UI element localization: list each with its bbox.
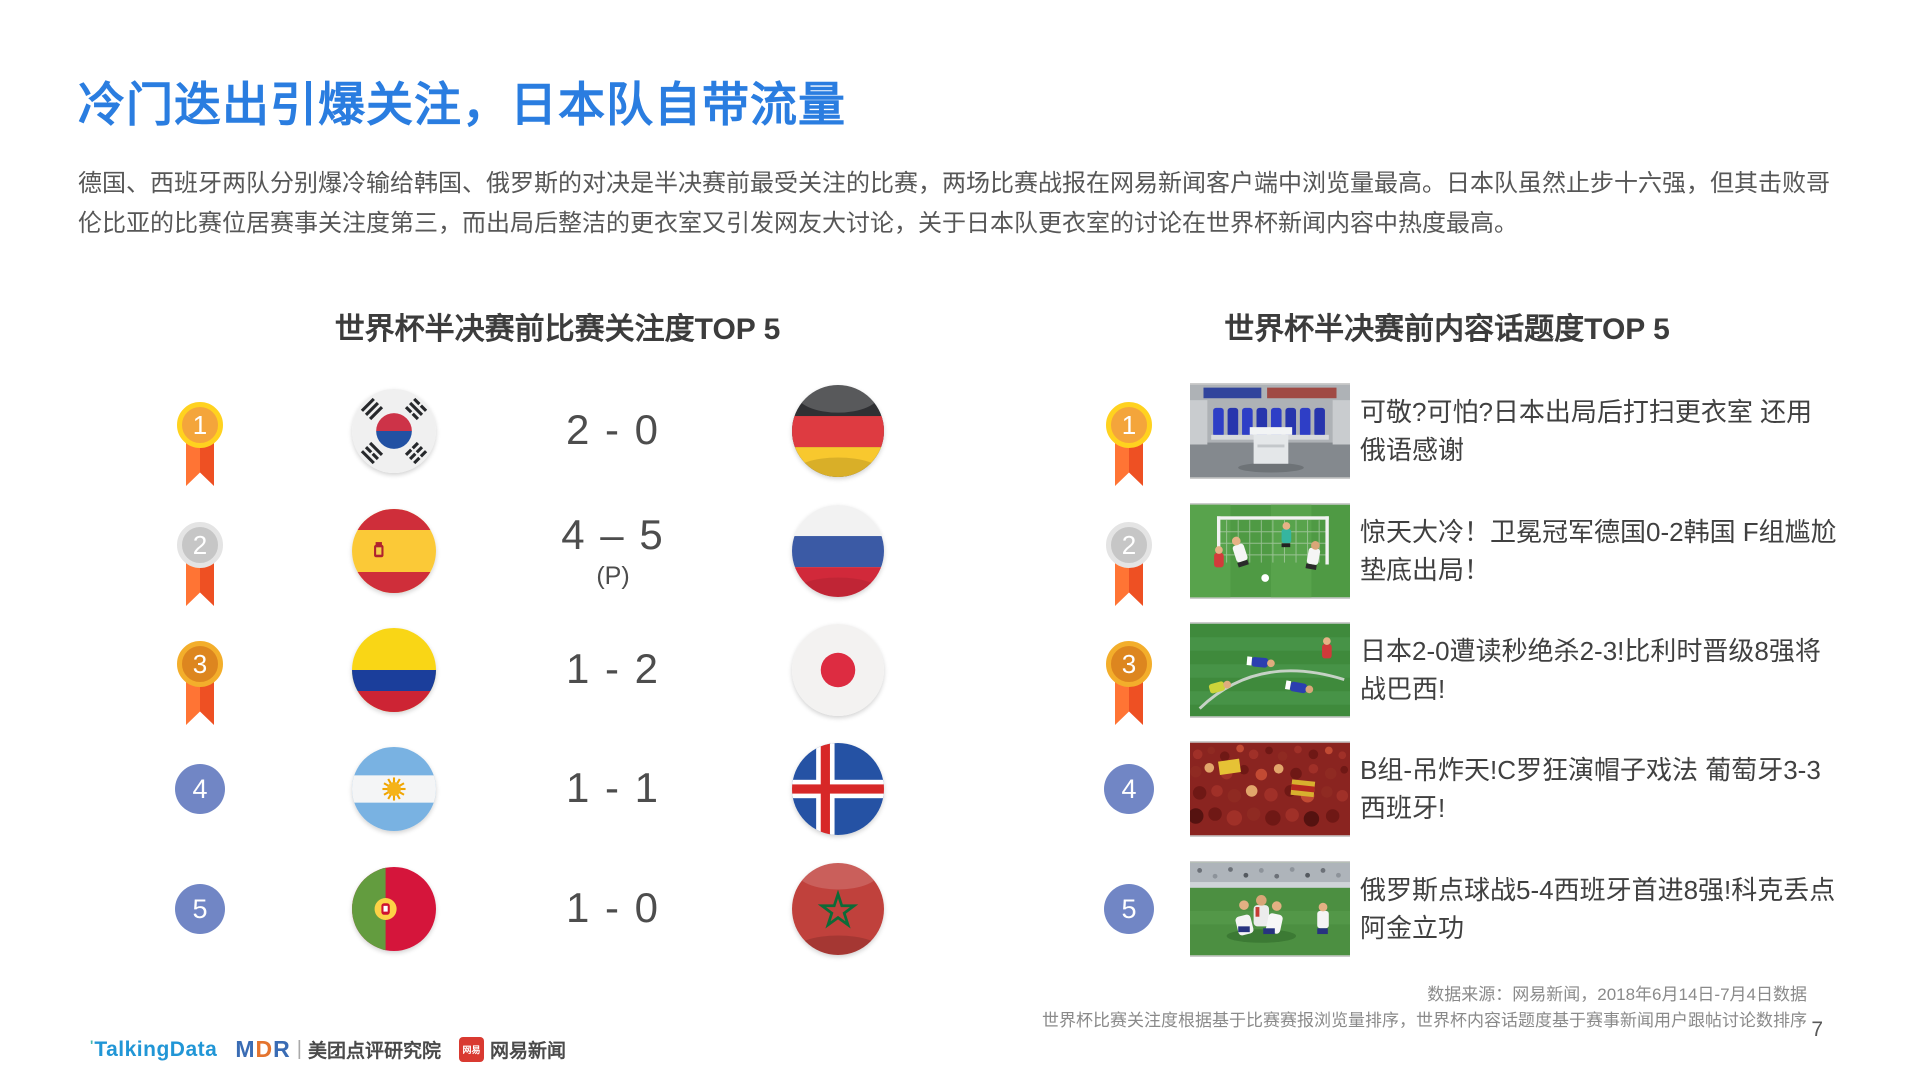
news-row-4: 4 B组-吊炸天!C罗狂演帽子戏法 葡萄牙3-3西班牙! bbox=[1095, 727, 1895, 851]
match-row-2: 2 4 – 5 (P) bbox=[130, 489, 950, 613]
rank-number: 3 bbox=[1106, 641, 1152, 687]
flag-iceland-icon bbox=[792, 743, 884, 835]
flag-colombia-icon bbox=[352, 628, 436, 712]
match-panel-heading: 世界杯半决赛前比赛关注度TOP 5 bbox=[334, 313, 781, 346]
news-panel-heading: 世界杯半决赛前内容话题度TOP 5 bbox=[1224, 313, 1670, 346]
match-score: 1 - 1 bbox=[565, 763, 661, 811]
rank-number: 1 bbox=[1106, 402, 1152, 448]
meituan-dianping-research-logo: MDR | 美团点评研究院 bbox=[235, 1036, 441, 1063]
netease-badge-icon: 网易 bbox=[458, 1037, 484, 1062]
talkingdata-mark-icon: ' bbox=[90, 1036, 94, 1053]
rank-number: 5 bbox=[1104, 884, 1154, 934]
news-row-2: 2 惊天大冷！卫 bbox=[1095, 489, 1895, 613]
rank-4-badge-icon: 4 bbox=[174, 764, 226, 814]
match-score: 4 – 5 bbox=[561, 511, 665, 558]
intro-paragraph: 德国、西班牙两队分别爆冷输给韩国、俄罗斯的对决是半决赛前最受关注的比赛，两场比赛… bbox=[78, 170, 1830, 237]
rank-1-medal-icon: 1 bbox=[174, 402, 226, 488]
japan-belgium-match-photo bbox=[1190, 622, 1350, 718]
flag-portugal-icon bbox=[352, 867, 436, 951]
flag-russia-icon bbox=[792, 505, 884, 597]
match-score: 1 - 0 bbox=[565, 883, 661, 931]
germany-korea-match-photo bbox=[1190, 503, 1350, 599]
news-row-3: 3 日本2-0遭读秒绝杀2-3!比利时晋级8强将战巴西! bbox=[1095, 608, 1895, 732]
news-row-5: 5 bbox=[1095, 847, 1895, 971]
rank-number: 4 bbox=[1104, 764, 1154, 814]
rank-number: 2 bbox=[177, 522, 223, 568]
match-row-5: 5 1 - 0 bbox=[130, 847, 950, 971]
news-row-1: 1 可敬?可怕?日本出局后打扫更衣室 还用俄语 bbox=[1095, 369, 1895, 493]
japan-locker-room-photo bbox=[1190, 383, 1350, 479]
source-line-1: 数据来源：网易新闻，2018年6月14日-7月4日数据 bbox=[1427, 985, 1807, 1004]
rank-5-badge-icon: 5 bbox=[1103, 884, 1155, 934]
rank-3-medal-icon: 3 bbox=[174, 641, 226, 727]
netease-news-logo: 网易 网易新闻 bbox=[458, 1036, 566, 1063]
russia-celebration-photo bbox=[1190, 861, 1350, 957]
flag-japan-icon bbox=[792, 624, 884, 716]
match-row-4: 4 1 - 1 bbox=[130, 727, 950, 851]
rank-2-medal-icon: 2 bbox=[1103, 522, 1155, 608]
rank-number: 5 bbox=[175, 884, 225, 934]
news-headline: 俄罗斯点球战5-4西班牙首进8强!科克丢点阿金立功 bbox=[1360, 875, 1836, 943]
flag-spain-icon bbox=[352, 509, 436, 593]
news-headline: 惊天大冷！卫冕冠军德国0-2韩国 F组尴尬垫底出局！ bbox=[1360, 517, 1837, 585]
flag-morocco-icon bbox=[792, 863, 884, 955]
flag-argentina-icon bbox=[352, 747, 436, 831]
logo-divider: | bbox=[296, 1038, 302, 1060]
score-note: (P) bbox=[596, 562, 630, 590]
page-title: 冷门迭出引爆关注，日本队自带流量 bbox=[78, 78, 846, 131]
footer-logos: ' TalkingData MDR | 美团点评研究院 网易 网易新闻 bbox=[90, 1036, 566, 1063]
rank-number: 2 bbox=[1106, 522, 1152, 568]
portugal-spain-fans-photo bbox=[1190, 741, 1350, 837]
news-headline: 日本2-0遭读秒绝杀2-3!比利时晋级8强将战巴西! bbox=[1360, 636, 1821, 704]
flag-south-korea-icon bbox=[352, 389, 436, 473]
match-row-1: 1 2 - 0 bbox=[130, 369, 950, 493]
rank-number: 1 bbox=[177, 402, 223, 448]
mdr-letter-m: M bbox=[235, 1036, 256, 1062]
match-score: 1 - 2 bbox=[565, 644, 661, 692]
data-source-note: 数据来源：网易新闻，2018年6月14日-7月4日数据 世界杯比赛关注度根据基于… bbox=[1042, 982, 1807, 1034]
rank-3-medal-icon: 3 bbox=[1103, 641, 1155, 727]
news-headline: B组-吊炸天!C罗狂演帽子戏法 葡萄牙3-3西班牙! bbox=[1360, 755, 1821, 823]
talkingdata-wordmark: TalkingData bbox=[94, 1037, 218, 1061]
flag-germany-icon bbox=[792, 385, 884, 477]
news-headline: 可敬?可怕?日本出局后打扫更衣室 还用俄语感谢 bbox=[1360, 397, 1813, 465]
mdr-letter-r: R bbox=[273, 1036, 291, 1062]
meituan-research-label: 美团点评研究院 bbox=[307, 1041, 441, 1062]
source-line-2: 世界杯比赛关注度根据基于比赛赛报浏览量排序，世界杯内容话题度基于赛事新闻用户跟帖… bbox=[1042, 1011, 1807, 1030]
rank-number: 4 bbox=[175, 764, 225, 814]
rank-number: 3 bbox=[177, 641, 223, 687]
rank-1-medal-icon: 1 bbox=[1103, 402, 1155, 488]
match-score: 2 - 0 bbox=[565, 405, 661, 453]
talkingdata-logo: ' TalkingData bbox=[90, 1038, 217, 1062]
mdr-letter-d: D bbox=[255, 1036, 274, 1062]
netease-news-label: 网易新闻 bbox=[489, 1041, 566, 1062]
match-row-3: 3 1 - 2 bbox=[130, 608, 950, 732]
rank-4-badge-icon: 4 bbox=[1103, 764, 1155, 814]
page-number: 7 bbox=[1811, 1018, 1823, 1041]
rank-5-badge-icon: 5 bbox=[174, 884, 226, 934]
rank-2-medal-icon: 2 bbox=[174, 522, 226, 608]
